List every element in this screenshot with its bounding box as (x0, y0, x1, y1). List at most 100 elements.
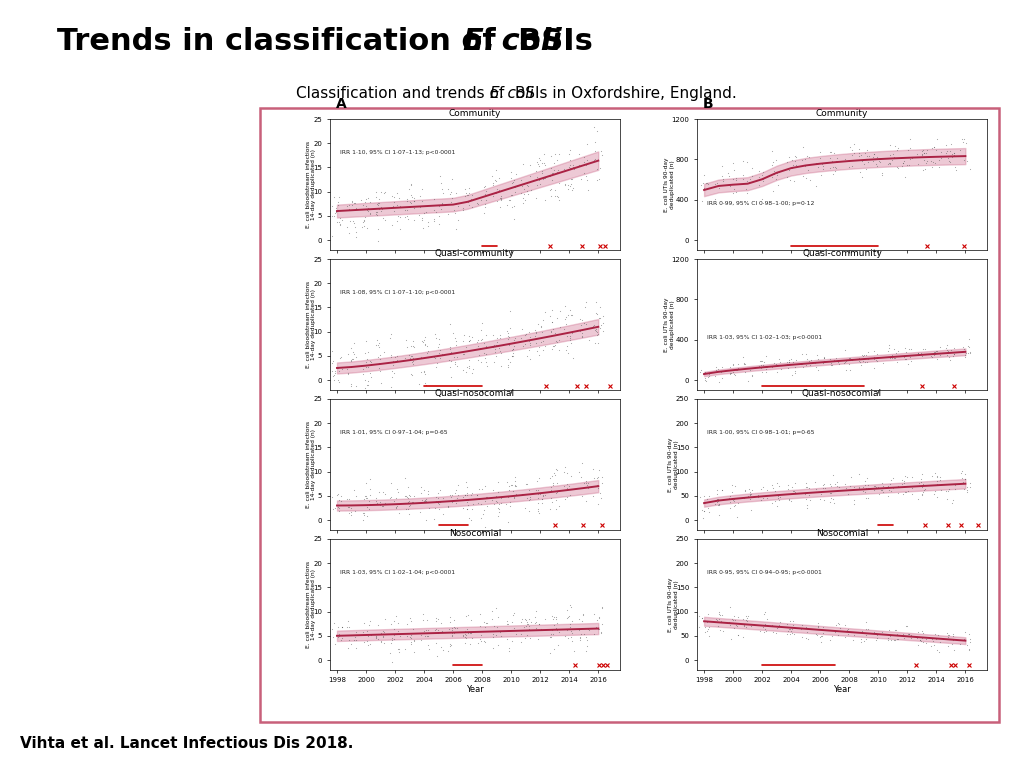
Point (488, 349, 505, 362)
Point (499, 633, 515, 645)
Point (450, 489, 466, 502)
Point (324, 491, 340, 503)
Point (562, 601, 579, 614)
Point (373, 627, 389, 639)
Point (721, 170, 737, 182)
Point (473, 194, 489, 206)
Point (459, 496, 475, 508)
Point (585, 490, 601, 502)
Point (725, 178, 741, 190)
Point (492, 626, 508, 638)
Point (842, 141, 858, 153)
Point (358, 223, 375, 235)
Point (586, 628, 602, 641)
Point (815, 157, 831, 169)
Point (402, 349, 419, 362)
Point (461, 199, 477, 211)
Point (500, 618, 516, 631)
Point (450, 200, 466, 212)
Point (853, 633, 869, 645)
Point (339, 502, 355, 514)
Point (549, 154, 565, 166)
Point (331, 631, 347, 643)
Point (961, 644, 977, 656)
Point (396, 204, 413, 216)
Point (441, 637, 458, 650)
Title: Community: Community (816, 109, 868, 118)
Point (521, 505, 538, 517)
Point (440, 623, 457, 635)
Point (837, 631, 853, 644)
Point (770, 492, 786, 504)
Point (441, 343, 458, 355)
Point (846, 498, 862, 511)
Point (477, 342, 494, 354)
Point (348, 490, 365, 502)
Point (865, 151, 882, 163)
Point (368, 207, 384, 220)
Point (857, 633, 873, 645)
Point (585, 319, 601, 332)
Point (535, 489, 551, 502)
Point (389, 483, 406, 495)
Point (493, 190, 509, 202)
Point (428, 350, 444, 362)
Point (369, 631, 385, 644)
Point (534, 336, 550, 349)
Point (550, 639, 566, 651)
Point (341, 492, 357, 505)
Point (464, 367, 480, 379)
Point (447, 484, 464, 496)
Point (945, 494, 962, 506)
Point (961, 333, 977, 346)
Point (579, 318, 595, 330)
Point (544, 343, 560, 355)
Point (758, 362, 774, 375)
Point (401, 499, 418, 511)
Point (344, 346, 360, 358)
Point (913, 147, 930, 160)
Point (348, 227, 365, 239)
Point (420, 488, 436, 500)
Point (462, 638, 478, 650)
Point (542, 170, 558, 182)
Point (963, 346, 979, 359)
Point (784, 618, 801, 631)
Point (472, 356, 488, 368)
Point (341, 227, 357, 239)
Point (339, 493, 355, 505)
Point (443, 491, 460, 503)
Point (370, 197, 386, 209)
Point (738, 187, 755, 200)
Point (344, 353, 360, 366)
Point (428, 361, 444, 373)
Point (370, 339, 386, 352)
Point (586, 462, 602, 475)
Point (901, 142, 918, 154)
Point (781, 164, 798, 177)
Point (580, 174, 596, 187)
Point (513, 616, 529, 628)
Point (899, 620, 915, 632)
Point (691, 610, 708, 622)
Point (343, 629, 359, 641)
Point (927, 479, 943, 492)
Point (342, 377, 358, 389)
Point (504, 478, 520, 491)
Point (502, 194, 518, 207)
Point (890, 487, 906, 499)
Point (890, 345, 906, 357)
Point (418, 624, 434, 636)
Point (780, 483, 797, 495)
Point (698, 616, 715, 628)
Point (530, 341, 547, 353)
Title: Quasi-nosocomial: Quasi-nosocomial (435, 389, 515, 398)
Point (501, 480, 517, 492)
Text: BSIs in Oxfordshire, England.: BSIs in Oxfordshire, England. (512, 86, 736, 101)
Point (700, 623, 717, 635)
Point (416, 366, 432, 379)
Point (735, 492, 752, 505)
Point (909, 346, 926, 359)
Point (489, 195, 506, 207)
Point (899, 159, 915, 171)
